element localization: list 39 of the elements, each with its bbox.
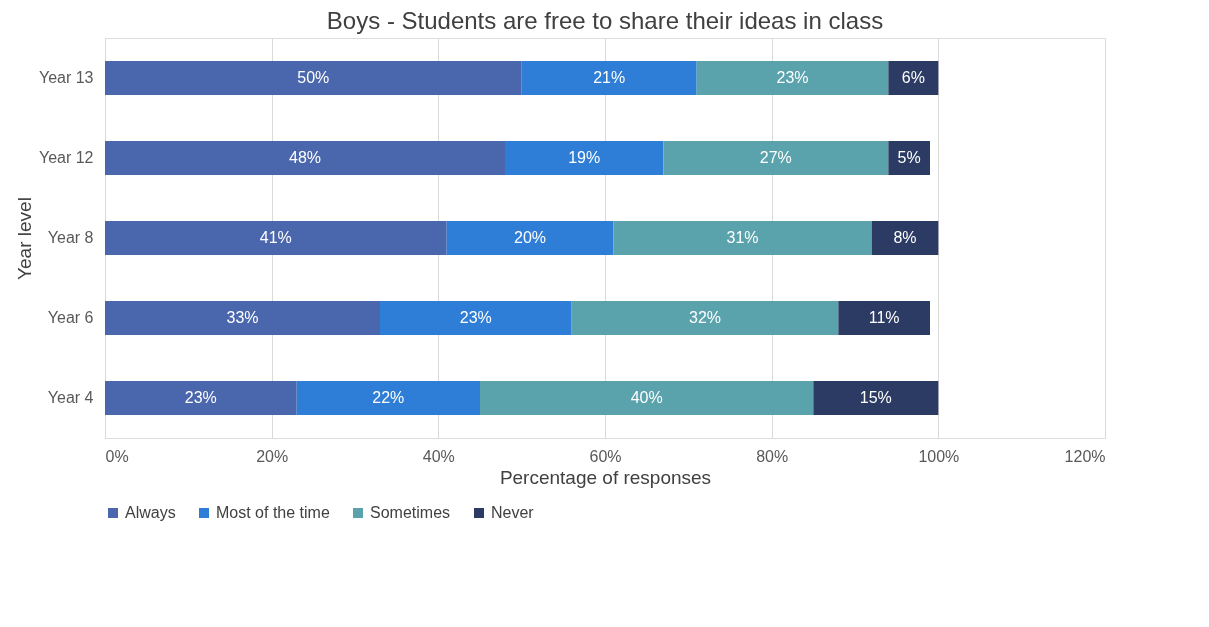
data-label: 5% [897, 149, 921, 166]
y-tick-label: Year 12 [38, 149, 94, 166]
data-label: 19% [568, 149, 601, 166]
x-tick-label: 40% [422, 447, 455, 465]
y-tick-label: Year 4 [47, 389, 94, 406]
data-label: 23% [184, 389, 217, 406]
y-tick-label: Year 8 [47, 229, 94, 246]
legend-label: Always [125, 504, 176, 521]
data-label: 48% [288, 149, 322, 166]
x-tick-label: 80% [756, 447, 789, 465]
legend-label: Never [491, 504, 535, 521]
x-tick-label: 0% [105, 447, 129, 465]
x-tick-label: 60% [589, 447, 622, 465]
data-label: 40% [630, 389, 663, 406]
x-tick-label: 120% [1064, 447, 1106, 465]
x-tick-label: 20% [256, 447, 289, 465]
legend-label: Sometimes [370, 504, 451, 521]
y-tick-label: Year 13 [38, 69, 94, 86]
data-label: 31% [726, 229, 759, 246]
x-tick-label: 100% [918, 447, 960, 465]
x-axis-title: Percentage of responses [499, 466, 712, 488]
data-label: 22% [372, 389, 405, 406]
chart-title: Boys - Students are free to share their ideas in class [326, 7, 884, 34]
data-label: 15% [859, 389, 892, 406]
data-label: 8% [893, 229, 917, 246]
data-label: 23% [776, 69, 809, 86]
data-label: 41% [259, 229, 292, 246]
data-label: 6% [901, 69, 925, 86]
data-label: 23% [459, 309, 492, 326]
y-tick-label: Year 6 [47, 309, 94, 326]
y-axis-title: Year level [13, 197, 35, 280]
data-label: 32% [688, 309, 722, 326]
data-label: 27% [759, 149, 792, 166]
data-label: 33% [226, 309, 259, 326]
data-label: 11% [868, 309, 900, 326]
data-label: 20% [513, 229, 547, 246]
data-label: 50% [297, 69, 330, 86]
data-label: 21% [593, 69, 626, 86]
legend-label: Most of the time [216, 504, 330, 521]
